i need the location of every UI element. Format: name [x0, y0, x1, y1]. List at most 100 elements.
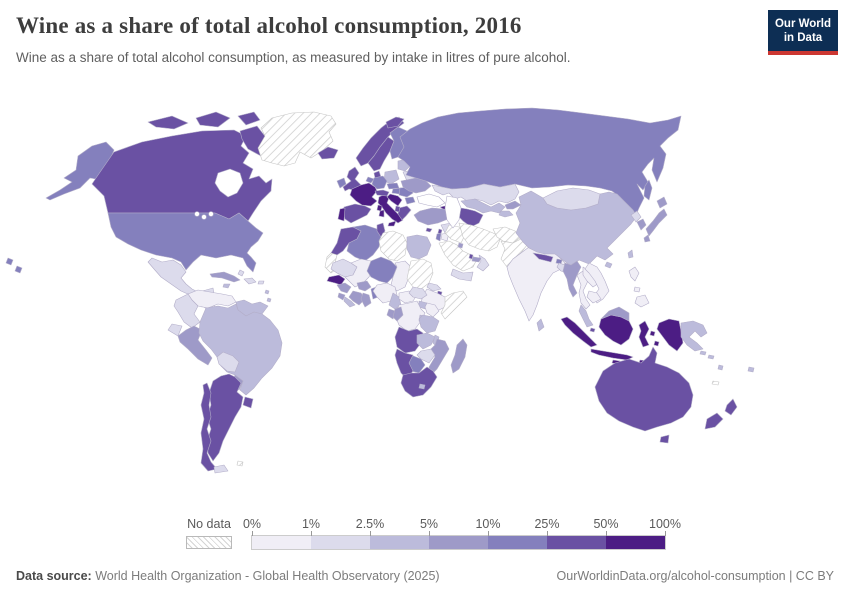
country-malaysia-borneo[interactable] [600, 306, 630, 322]
country-portugal[interactable] [337, 207, 346, 222]
country-mexico[interactable] [147, 257, 215, 300]
country-sicily[interactable] [387, 220, 397, 227]
country-sri-lanka[interactable] [536, 318, 545, 332]
legend-no-data-swatch[interactable] [186, 536, 232, 549]
country-hainan[interactable] [604, 261, 613, 269]
country-japan-honshu[interactable] [645, 208, 668, 237]
country-yemen[interactable] [450, 268, 474, 282]
country-jamaica[interactable] [222, 283, 231, 289]
country-uzbekistan[interactable] [460, 198, 506, 214]
country-zimbabwe[interactable] [416, 348, 436, 364]
country-vanuatu[interactable] [717, 364, 724, 371]
legend-segment-25-50%[interactable] [547, 536, 606, 549]
country-madagascar[interactable] [450, 338, 468, 374]
country-lesotho[interactable] [418, 383, 426, 390]
country-sierra-leone[interactable] [337, 292, 346, 301]
country-malaysia-peninsula[interactable] [578, 304, 594, 328]
country-cambodia[interactable] [586, 290, 602, 304]
country-libya[interactable] [378, 230, 408, 262]
country-ecuador[interactable] [167, 323, 183, 337]
country-west-papua[interactable] [656, 318, 684, 352]
country-hawaii[interactable] [5, 257, 23, 274]
country-sakhalin[interactable] [643, 179, 653, 201]
country-new-zealand-south[interactable] [704, 412, 724, 430]
country-burkina-faso[interactable] [356, 280, 372, 292]
country-iceland[interactable] [317, 146, 339, 160]
legend-segment-1-2.5%[interactable] [311, 536, 370, 549]
country-cyprus[interactable] [425, 227, 433, 233]
country-arctic-islands-2[interactable] [195, 111, 231, 128]
country-ireland[interactable] [336, 177, 347, 189]
country-mongolia[interactable] [542, 187, 601, 211]
legend-segment-5-10%[interactable] [429, 536, 488, 549]
country-balkans[interactable] [386, 193, 403, 207]
country-argentina[interactable] [206, 373, 244, 462]
country-germany[interactable] [371, 175, 388, 190]
country-kazakhstan[interactable] [431, 183, 520, 206]
country-angola[interactable] [394, 326, 424, 354]
country-papua-new-guinea[interactable] [680, 320, 708, 352]
country-north-korea[interactable] [630, 210, 642, 223]
country-chile[interactable] [200, 382, 218, 472]
country-liberia[interactable] [343, 296, 356, 308]
country-sulawesi[interactable] [638, 320, 650, 348]
country-japan-kyushu[interactable] [643, 234, 651, 243]
country-tanzania[interactable] [418, 314, 440, 334]
country-australia[interactable] [594, 346, 694, 432]
country-svalbard[interactable] [385, 116, 405, 129]
country-kyrgyzstan[interactable] [504, 200, 522, 210]
country-south-korea[interactable] [636, 218, 647, 231]
country-kuwait[interactable] [457, 242, 464, 249]
country-tierra-del-fuego[interactable] [213, 464, 229, 474]
country-oman[interactable] [476, 254, 490, 272]
country-myanmar[interactable] [562, 260, 582, 298]
country-philippines-luzon[interactable] [628, 266, 640, 282]
country-usa[interactable] [107, 212, 264, 273]
country-falkland-islands[interactable] [236, 460, 244, 467]
country-mindanao[interactable] [634, 294, 650, 308]
country-france[interactable] [349, 182, 378, 207]
country-arctic-islands-1[interactable] [147, 115, 189, 130]
country-south-sudan[interactable] [408, 286, 428, 300]
country-arctic-islands-3[interactable] [237, 111, 261, 126]
country-new-caledonia[interactable] [711, 380, 720, 386]
country-egypt[interactable] [406, 234, 432, 260]
legend-segment-50-100%[interactable] [606, 536, 665, 549]
credit-link[interactable]: OurWorldinData.org/alcohol-consumption |… [556, 569, 834, 583]
legend-segment-2.5-5%[interactable] [370, 536, 429, 549]
country-congo[interactable] [392, 306, 404, 322]
country-peru[interactable] [177, 325, 213, 366]
country-new-zealand-north[interactable] [724, 398, 738, 416]
country-albania[interactable] [394, 205, 401, 213]
country-java[interactable] [590, 348, 634, 361]
country-fiji[interactable] [747, 366, 755, 373]
country-tasmania[interactable] [659, 434, 670, 444]
legend-segment-0-1%[interactable] [252, 536, 311, 549]
legend-segment-10-25%[interactable] [488, 536, 547, 549]
country-somalia[interactable] [440, 290, 468, 320]
country-japan-hokkaido[interactable] [656, 196, 668, 209]
country-ghana[interactable] [360, 292, 372, 308]
country-spain[interactable] [342, 203, 372, 224]
country-sudan[interactable] [406, 258, 434, 290]
country-eritrea[interactable] [426, 282, 442, 292]
country-tajikistan[interactable] [498, 210, 514, 218]
country-puerto-rico[interactable] [257, 280, 265, 285]
country-afghanistan[interactable] [492, 226, 522, 244]
country-czech-slovakia[interactable] [386, 182, 400, 190]
country-iraq[interactable] [444, 224, 466, 244]
country-greece[interactable] [397, 205, 412, 221]
country-south-africa[interactable] [400, 366, 438, 398]
country-bahamas[interactable] [237, 269, 245, 277]
country-israel[interactable] [435, 232, 442, 242]
country-bolivia[interactable] [216, 351, 240, 373]
country-taiwan[interactable] [627, 249, 634, 259]
country-turkey[interactable] [413, 207, 453, 226]
country-greenland[interactable] [257, 111, 337, 167]
country-qatar[interactable] [468, 253, 474, 260]
country-niger[interactable] [366, 256, 398, 284]
country-philippines-visayas[interactable] [633, 286, 641, 293]
country-benelux[interactable] [365, 176, 375, 184]
country-corsica[interactable] [376, 204, 383, 212]
country-uae[interactable] [471, 256, 482, 263]
